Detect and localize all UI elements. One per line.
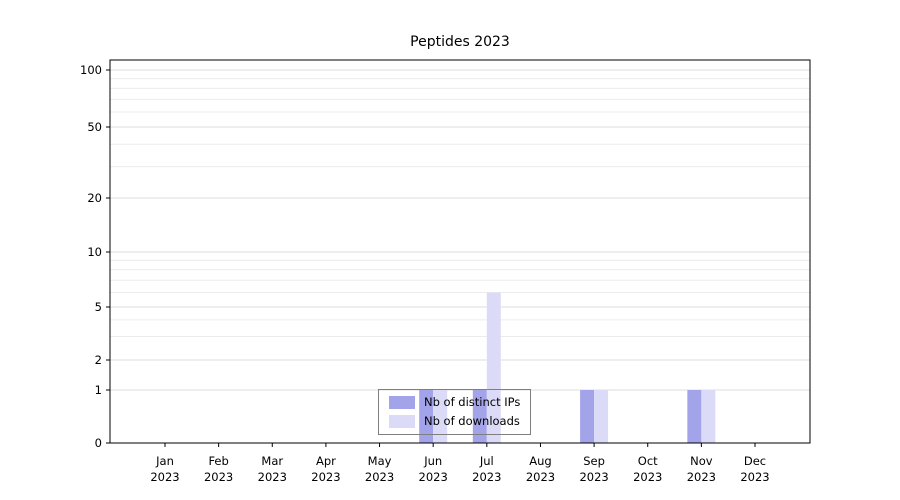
- y-tick-label: 50: [87, 120, 102, 134]
- bar-downloads: [486, 292, 501, 443]
- x-tick-label: Sep 2023: [579, 454, 608, 484]
- y-tick-label: 5: [95, 300, 102, 314]
- x-tick-label: Dec 2023: [740, 454, 769, 484]
- bar-downloads: [433, 390, 448, 443]
- legend-label-downloads: Nb of downloads: [424, 413, 520, 428]
- y-tick-label: 100: [80, 63, 102, 77]
- x-tick-label: Jun 2023: [419, 454, 448, 484]
- legend-entry-downloads: Nb of downloads: [389, 415, 520, 428]
- x-tick-label: Aug 2023: [526, 454, 555, 484]
- x-tick-label: Nov 2023: [687, 454, 716, 484]
- legend-label-distinct-ips: Nb of distinct IPs: [424, 394, 521, 409]
- y-tick-label: 10: [87, 245, 102, 259]
- x-tick-label: May 2023: [365, 454, 394, 484]
- bar-distinct-ips: [419, 390, 434, 443]
- y-tick-label: 1: [95, 383, 102, 397]
- x-tick-label: Jan 2023: [150, 454, 179, 484]
- x-tick-label: Oct 2023: [633, 454, 662, 484]
- y-tick-label: 20: [87, 191, 102, 205]
- bar-distinct-ips: [472, 390, 487, 443]
- bar-downloads: [701, 390, 716, 443]
- bar-distinct-ips: [687, 390, 702, 443]
- legend-swatch-distinct-ips: [389, 396, 415, 409]
- x-tick-label: Jul 2023: [472, 454, 501, 484]
- x-tick-label: Apr 2023: [311, 454, 340, 484]
- y-tick-label: 2: [95, 353, 102, 367]
- legend: Nb of distinct IPs Nb of downloads: [378, 389, 532, 435]
- legend-swatch-downloads: [389, 415, 415, 428]
- legend-entry-distinct-ips: Nb of distinct IPs: [389, 396, 520, 409]
- y-tick-label: 0: [95, 436, 102, 450]
- chart-title: Peptides 2023: [410, 34, 510, 50]
- bar-distinct-ips: [580, 390, 595, 443]
- bar-downloads: [594, 390, 609, 443]
- x-tick-label: Mar 2023: [258, 454, 287, 484]
- x-tick-label: Feb 2023: [204, 454, 233, 484]
